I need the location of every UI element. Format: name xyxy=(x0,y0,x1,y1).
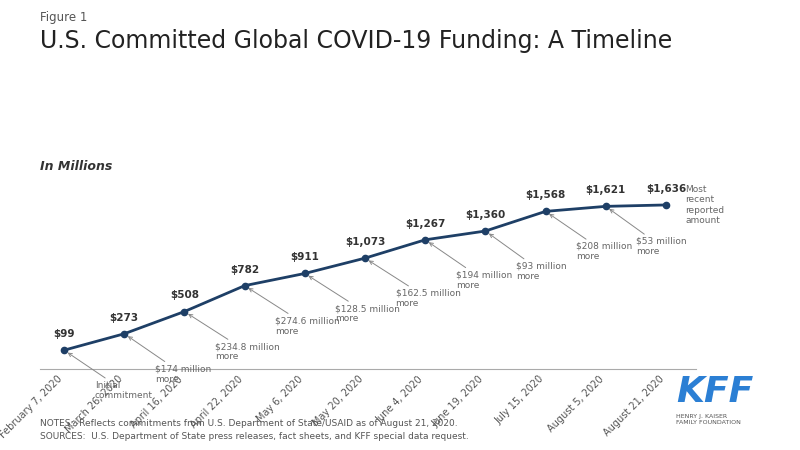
Text: Figure 1: Figure 1 xyxy=(40,11,87,24)
Text: $99: $99 xyxy=(54,329,75,339)
Text: $911: $911 xyxy=(290,252,319,262)
Text: $53 million
more: $53 million more xyxy=(610,209,687,256)
Text: $274.6 million
more: $274.6 million more xyxy=(249,288,340,336)
Text: $273: $273 xyxy=(110,313,139,323)
Text: $1,621: $1,621 xyxy=(586,185,626,195)
Text: U.S. Committed Global COVID-19 Funding: A Timeline: U.S. Committed Global COVID-19 Funding: … xyxy=(40,29,672,53)
Text: $174 million
more: $174 million more xyxy=(129,337,211,384)
Text: $234.8 million
more: $234.8 million more xyxy=(189,315,280,361)
Text: $1,267: $1,267 xyxy=(405,219,446,229)
Text: $93 million
more: $93 million more xyxy=(490,234,566,281)
Text: $1,073: $1,073 xyxy=(345,237,385,247)
Text: $782: $782 xyxy=(230,265,259,274)
Text: $1,568: $1,568 xyxy=(526,190,566,200)
Text: $508: $508 xyxy=(170,290,199,301)
Text: $128.5 million
more: $128.5 million more xyxy=(310,276,400,324)
Text: $194 million
more: $194 million more xyxy=(430,243,512,290)
Text: $1,360: $1,360 xyxy=(466,210,506,220)
Text: $162.5 million
more: $162.5 million more xyxy=(370,261,461,308)
Text: HENRY J. KAISER
FAMILY FOUNDATION: HENRY J. KAISER FAMILY FOUNDATION xyxy=(676,414,741,425)
Text: In Millions: In Millions xyxy=(40,160,112,173)
Text: Most
recent
reported
amount: Most recent reported amount xyxy=(686,185,725,225)
Text: NOTES:  Reflects commitments from U.S. Department of State/USAID as of August 21: NOTES: Reflects commitments from U.S. De… xyxy=(40,419,469,441)
Text: KFF: KFF xyxy=(676,375,754,410)
Text: $208 million
more: $208 million more xyxy=(550,214,632,261)
Text: Initial
commitment: Initial commitment xyxy=(69,353,153,400)
Text: $1,636: $1,636 xyxy=(646,184,686,194)
